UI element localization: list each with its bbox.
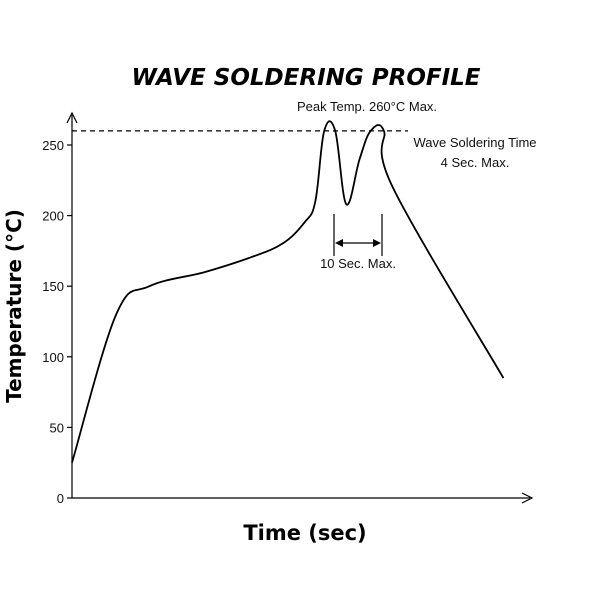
interval-marker [333,214,383,256]
y-tick-label: 200 [42,209,64,224]
y-tick-label: 50 [50,420,64,435]
axes [66,111,534,504]
peak-temp-annotation: Peak Temp. 260°C Max. [297,99,437,114]
interval-annotation: 10 Sec. Max. [320,256,396,271]
y-tick-label: 100 [42,350,64,365]
series-line-temperature-profile [71,120,505,463]
interval-arrow-left [335,239,343,247]
wave-time-annotation-line2: 4 Sec. Max. [441,155,510,170]
chart-title: WAVE SOLDERING PROFILE [131,65,480,91]
wave-time-annotation-line1: Wave Soldering Time [413,135,536,150]
y-axis-label: Temperature (°C) [2,209,26,403]
x-axis-arrow [521,492,534,504]
y-ticks: 0 50 100 150 200 250 [42,138,72,506]
y-tick-label: 0 [57,491,64,506]
y-axis-arrow [66,111,78,124]
y-tick-label: 250 [42,138,64,153]
x-axis-label: Time (sec) [243,521,366,545]
interval-arrow-right [373,239,381,247]
y-tick-label: 150 [42,279,64,294]
